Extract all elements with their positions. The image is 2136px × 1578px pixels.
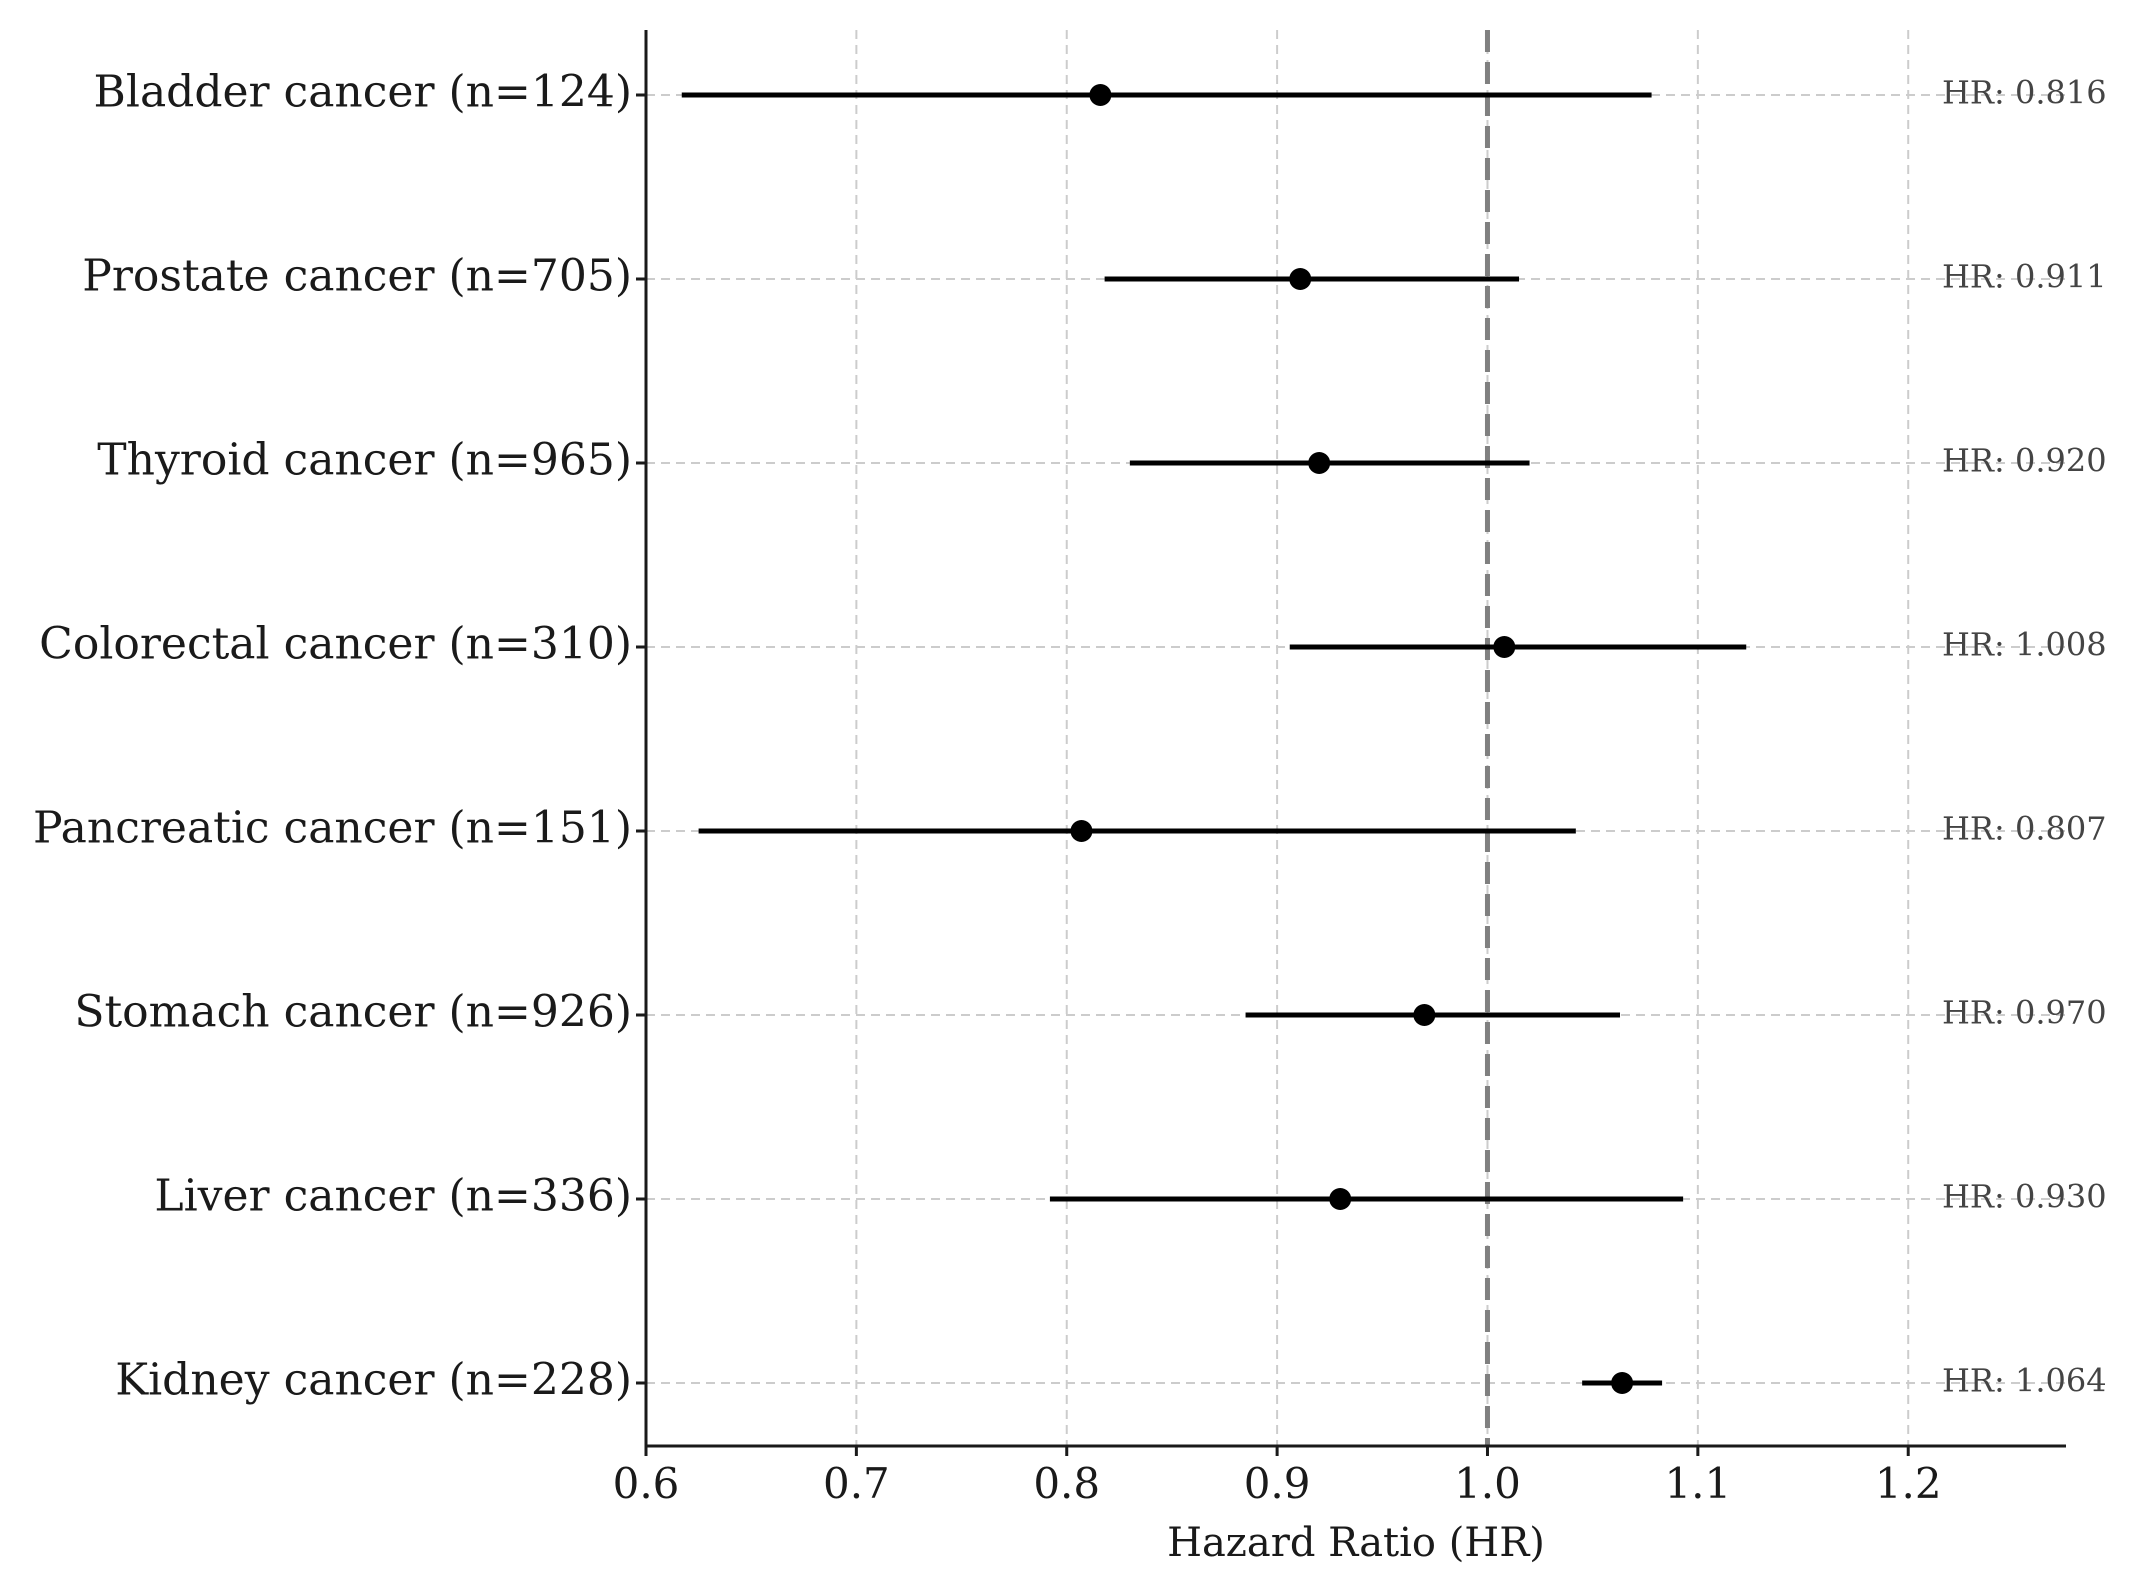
forest-row: Prostate cancer (n=705) HR: 0.911 xyxy=(82,251,2106,302)
forest-row: Bladder cancer (n=124) HR: 0.816 xyxy=(94,67,2107,118)
category-label: Prostate cancer (n=705) xyxy=(82,251,632,302)
hazard-ratio-point xyxy=(1289,268,1312,290)
forest-row: Liver cancer (n=336) HR: 0.930 xyxy=(154,1171,2106,1222)
category-label: Kidney cancer (n=228) xyxy=(115,1355,632,1406)
x-tick-label: 0.6 xyxy=(613,1459,680,1508)
x-tick-label: 0.8 xyxy=(1033,1459,1100,1508)
forest-row: Kidney cancer (n=228) HR: 1.064 xyxy=(115,1355,2106,1406)
hazard-ratio-point xyxy=(1493,636,1516,658)
category-label: Colorectal cancer (n=310) xyxy=(39,619,632,670)
axes-layer: 0.6 0.7 0.8 0.9 1.0 1.1 1.2 xyxy=(613,30,2066,1508)
x-tick-label: 1.1 xyxy=(1664,1459,1731,1508)
forest-row: Stomach cancer (n=926) HR: 0.970 xyxy=(74,987,2106,1038)
category-label: Thyroid cancer (n=965) xyxy=(97,435,632,486)
hazard-ratio-point xyxy=(1611,1372,1634,1394)
hazard-ratio-point xyxy=(1089,84,1112,106)
hr-value-label: HR: 0.930 xyxy=(1942,1178,2107,1216)
x-tick-label: 1.0 xyxy=(1454,1459,1521,1508)
hr-value-label: HR: 1.064 xyxy=(1942,1362,2107,1400)
x-tick-label: 0.7 xyxy=(823,1459,890,1508)
grid-layer xyxy=(645,30,2066,1446)
hr-value-label: HR: 0.911 xyxy=(1942,258,2107,296)
hr-value-label: HR: 0.970 xyxy=(1942,994,2107,1032)
hazard-ratio-point xyxy=(1308,452,1331,474)
category-label: Liver cancer (n=336) xyxy=(154,1171,632,1222)
hazard-ratio-point xyxy=(1413,1004,1436,1026)
category-label: Pancreatic cancer (n=151) xyxy=(33,803,632,854)
category-label: Stomach cancer (n=926) xyxy=(74,987,632,1038)
hr-value-label: HR: 0.920 xyxy=(1942,442,2107,480)
x-axis-title: Hazard Ratio (HR) xyxy=(1167,1520,1545,1566)
hr-value-label: HR: 1.008 xyxy=(1942,626,2107,664)
hazard-ratio-point xyxy=(1070,820,1093,842)
forest-row: Thyroid cancer (n=965) HR: 0.920 xyxy=(97,435,2106,486)
x-tick-label: 0.9 xyxy=(1244,1459,1311,1508)
category-label: Bladder cancer (n=124) xyxy=(94,67,632,118)
forest-row: Colorectal cancer (n=310) HR: 1.008 xyxy=(39,619,2106,670)
hazard-ratio-point xyxy=(1329,1188,1352,1210)
forest-row: Pancreatic cancer (n=151) HR: 0.807 xyxy=(33,803,2107,854)
x-tick-label: 1.2 xyxy=(1875,1459,1942,1508)
rows-layer: Bladder cancer (n=124) HR: 0.816 Prostate … xyxy=(33,67,2107,1406)
hr-value-label: HR: 0.807 xyxy=(1942,810,2107,848)
hr-value-label: HR: 0.816 xyxy=(1942,74,2107,112)
